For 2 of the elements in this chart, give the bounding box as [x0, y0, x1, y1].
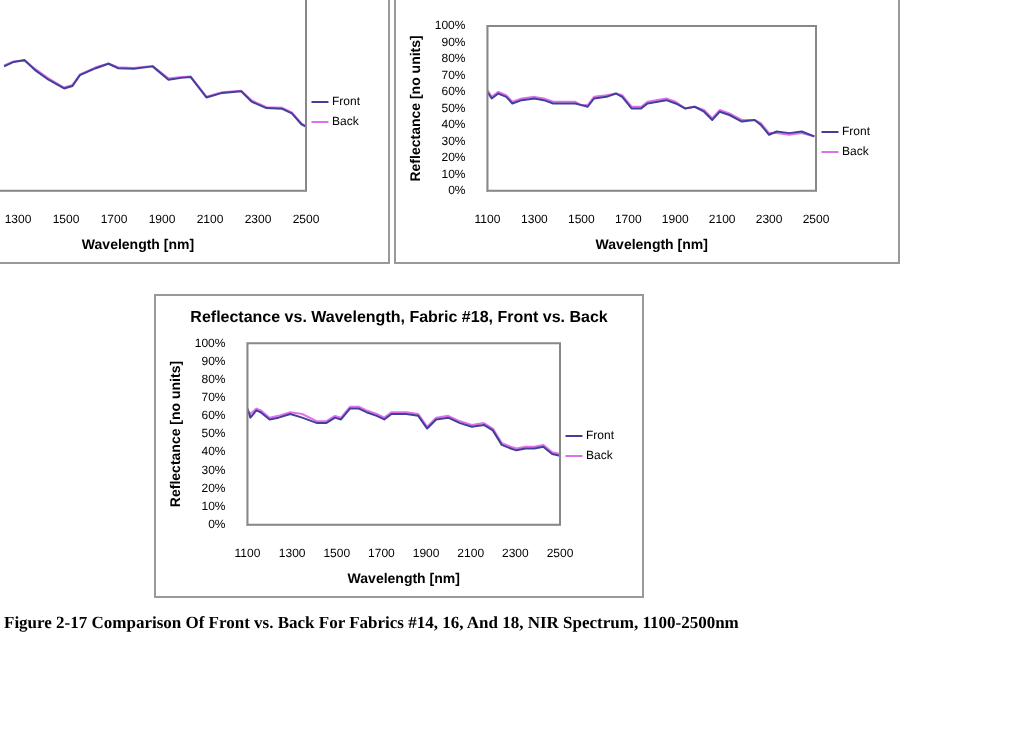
caption: Figure 2-17 Comparison Of Front vs. Back For Fabrics #14, 16, And 18, NIR Spectrum, 1100-2500nm: [4, 612, 739, 632]
chart-title: Reflectance vs. Wavelength, Fabric #18, Front vs. Back: [190, 308, 609, 327]
